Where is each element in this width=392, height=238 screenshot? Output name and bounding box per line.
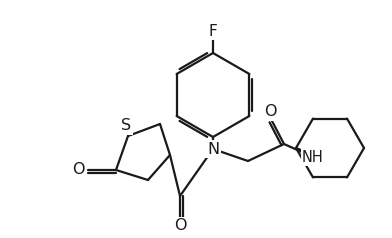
Text: NH: NH — [302, 149, 324, 164]
Text: F: F — [209, 24, 218, 39]
Text: O: O — [72, 163, 84, 178]
Text: S: S — [121, 119, 131, 134]
Text: O: O — [174, 218, 186, 233]
Text: N: N — [207, 142, 219, 157]
Text: O: O — [264, 104, 276, 119]
